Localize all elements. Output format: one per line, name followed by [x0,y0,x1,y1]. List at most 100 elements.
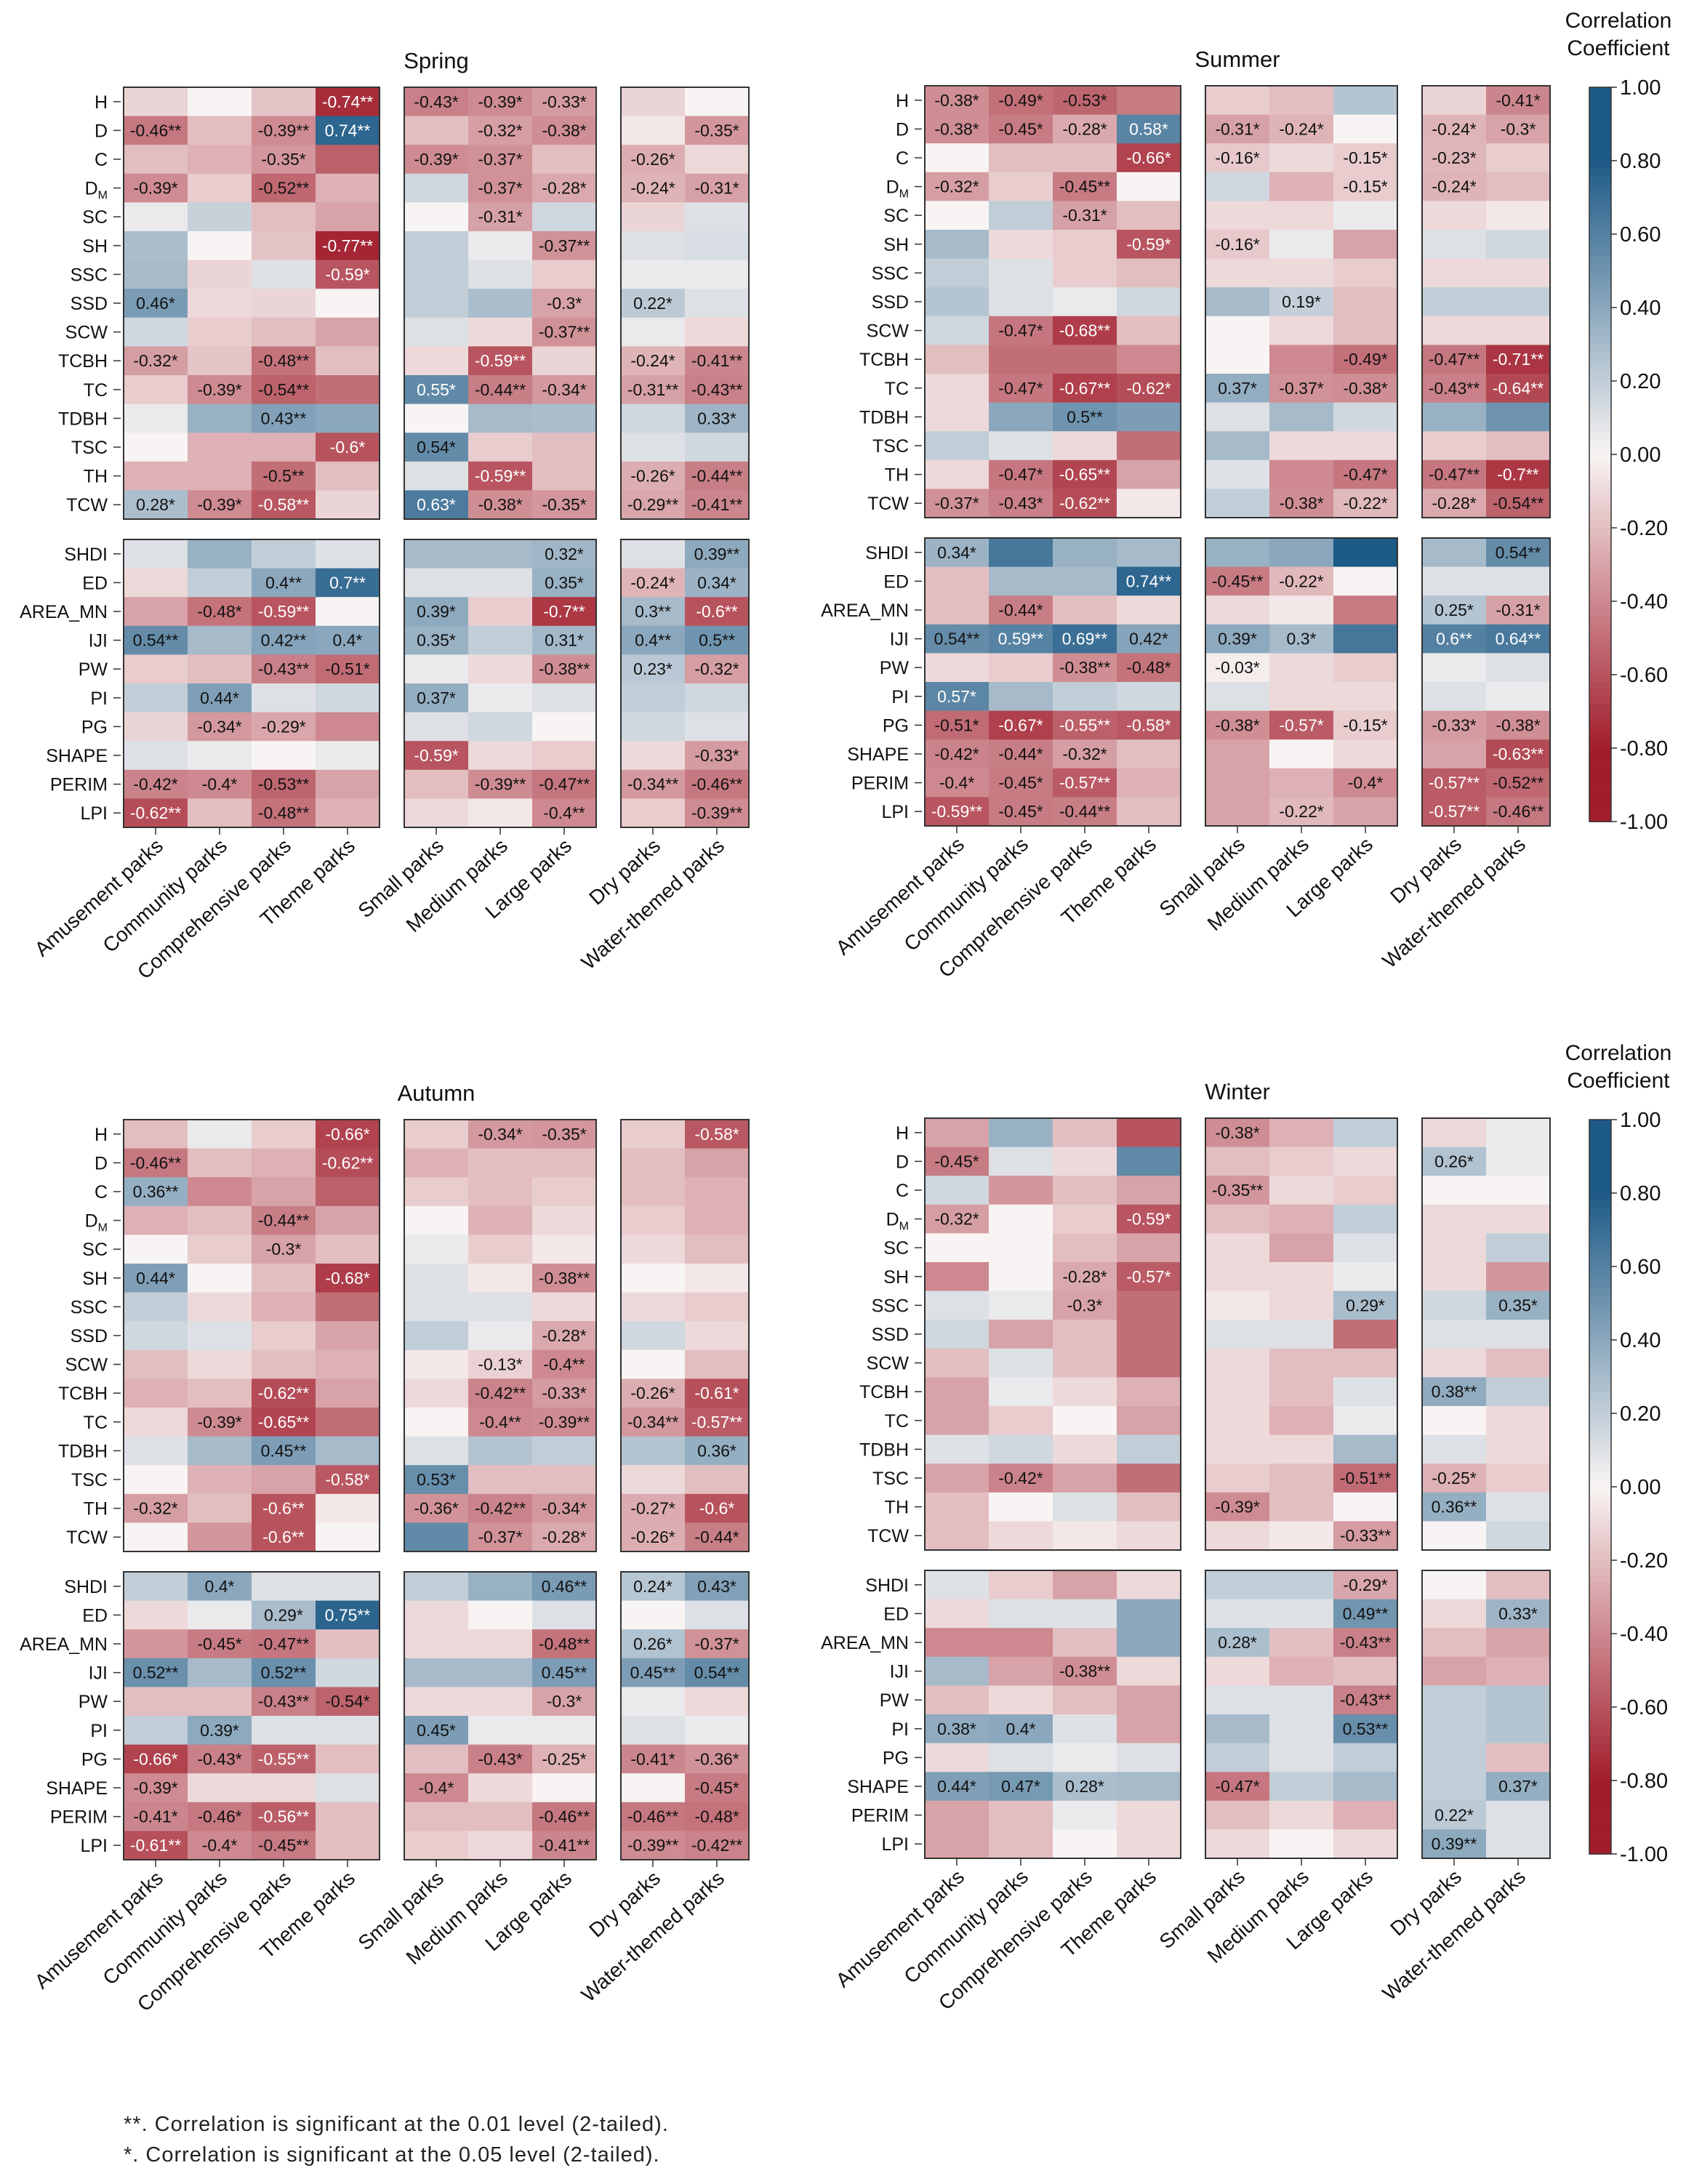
cell-label: -0.32* [934,177,979,196]
cell-label: -0.43* [478,1749,522,1768]
cell-label: 0.3* [1287,630,1317,649]
cell-label: -0.28* [1062,119,1107,138]
cell-label: 0.52** [133,1663,179,1682]
heatmap-cell [1117,653,1181,683]
heatmap-cell [925,1204,989,1234]
heatmap-cell [316,1234,380,1264]
heatmap-cell [188,1629,252,1659]
heatmap-cell [1422,345,1487,374]
cell-label: -0.39** [539,1413,590,1432]
heatmap-cell [1333,1714,1398,1744]
legend-gradient-step [1589,469,1611,478]
heatmap-cell [316,1687,380,1717]
heatmap-cell [316,1120,380,1149]
heatmap-cell [532,798,597,828]
cell-label: -0.28* [1432,494,1476,513]
legend-gradient-step [1589,417,1611,426]
cell-label: -0.43** [691,380,742,399]
heatmap-cell [188,1378,252,1408]
cell-label: -0.35** [1212,1181,1263,1200]
cell-label: -0.49* [1343,350,1387,369]
cell-label: 0.39** [1432,1834,1477,1853]
heatmap-cell [1053,710,1117,740]
heatmap-cell [621,116,686,145]
heatmap-cell [1053,489,1117,518]
cell-label: -0.31** [627,380,678,399]
cell-label: -0.41** [539,1836,590,1855]
heatmap-cell [1422,230,1487,260]
row-label: PW [880,658,910,678]
heatmap-cell [124,1349,188,1379]
heatmap-cell [925,1290,989,1320]
cell-label: -0.51* [325,659,369,678]
heatmap-cell [532,1465,597,1495]
heatmap-cell [989,653,1053,683]
heatmap-cell [252,1687,316,1717]
cell-label: -0.68* [325,1269,369,1288]
row-label-subscript: M [899,188,909,201]
legend-gradient-step [1589,1457,1611,1466]
cell-label: -0.58* [1126,715,1171,734]
heatmap-cell [188,1321,252,1351]
legend-tick-label: -1.00 [1620,811,1668,834]
legend-gradient-step [1589,593,1611,602]
heatmap-cell [1205,402,1270,432]
heatmap-cell [316,145,380,174]
cell-label: 0.23* [633,659,673,678]
row-label: PW [880,1690,910,1711]
heatmap-cell [252,260,316,289]
cell-label: -0.38* [478,495,522,514]
legend-gradient-step [1589,586,1611,595]
cell-label: 0.4* [1006,1719,1036,1738]
heatmap-cell [468,1744,533,1774]
heatmap-cell [1269,459,1334,489]
heatmap-cell [989,682,1053,712]
heatmap-cell [252,1120,316,1149]
cell-label: -0.48* [197,602,241,621]
heatmap-cell [925,1262,989,1292]
heatmap-cell [188,539,252,569]
heatmap-cell [685,1234,750,1264]
legend-gradient-step [1589,1244,1611,1253]
heatmap-cell [1053,1147,1117,1176]
heatmap-cell [1486,86,1551,116]
heatmap-cell [1053,1320,1117,1349]
heatmap-cell [989,316,1053,345]
heatmap-cell [1486,1628,1551,1658]
heatmap-cell [989,374,1053,404]
row-label: AREA_MN [821,1633,909,1653]
heatmap-cell [621,1408,686,1437]
row-label: SH [82,1269,108,1289]
heatmap-cell [621,1493,686,1523]
heatmap-cell [621,346,686,376]
heatmap-cell [1053,1233,1117,1263]
heatmap-cell [1053,1492,1117,1522]
heatmap-cell [1333,653,1398,683]
heatmap-cell [1117,1118,1181,1148]
footnote-005: *. Correlation is significant at the 0.0… [124,2143,660,2167]
legend-title-line1: Correlation [1565,9,1672,33]
heatmap-cell [316,1522,380,1552]
heatmap-cell [252,1436,316,1466]
heatmap-cell [1205,1800,1270,1830]
heatmap-cell [621,1773,686,1803]
heatmap-cell [1422,1377,1487,1407]
legend-gradient-step [1589,256,1611,265]
cell-label: -0.48** [539,1634,590,1653]
heatmap-cell [188,597,252,627]
heatmap-cell [1205,1521,1270,1551]
legend-gradient-step [1589,1810,1611,1818]
heatmap-cell [252,1378,316,1408]
cell-label: -0.65** [1059,465,1110,484]
heatmap-cell [252,1744,316,1774]
row-label: TDBH [859,407,909,427]
footnote-001: **. Correlation is significant at the 0.… [124,2113,669,2136]
legend-gradient-step [1589,1824,1611,1833]
legend-gradient-step [1589,388,1611,396]
heatmap-cell [188,1264,252,1293]
heatmap-cell [1205,489,1270,518]
heatmap-cell [989,1829,1053,1859]
heatmap-cell [404,375,469,405]
legend-gradient-step [1589,1421,1611,1429]
legend-gradient-step [1589,1839,1611,1847]
